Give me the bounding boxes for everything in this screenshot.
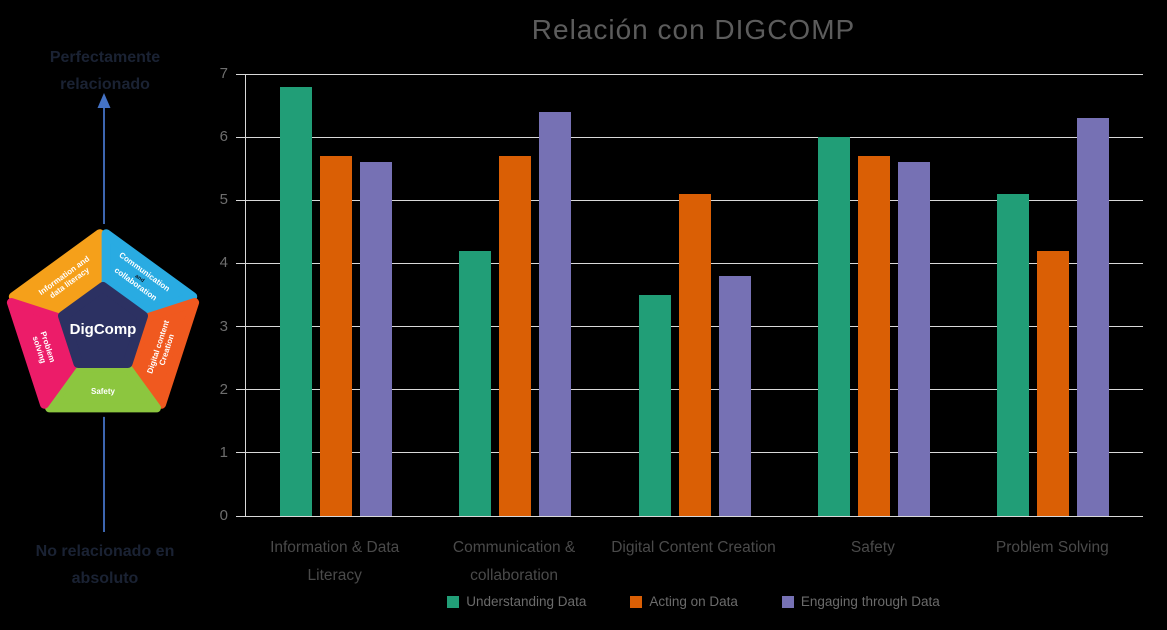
- gridline: [246, 73, 1143, 75]
- bar: [539, 111, 572, 516]
- y-axis-tick: [236, 515, 245, 517]
- x-axis-label: Problem Solving: [995, 539, 1109, 556]
- y-axis-tick-label: 6: [219, 128, 228, 146]
- y-axis-tick: [236, 73, 245, 75]
- pentagon-petal: [101, 229, 198, 317]
- legend: Understanding Data Acting on Data Engaging…: [245, 594, 1142, 609]
- y-axis: 0 1 2 3 4 5 6 7: [0, 65, 245, 524]
- bottom-scale-label: No relacionado en absoluto: [35, 543, 175, 587]
- pentagon-center: [58, 282, 148, 368]
- plot-area: [245, 73, 1143, 517]
- y-axis-tick-label: 1: [219, 443, 228, 461]
- y-axis-tick-label: 3: [219, 317, 228, 335]
- digcomp-pentagon: Information anddata literacy Communicatio…: [0, 224, 206, 417]
- top-scale-label: Perfectamente relacionado: [49, 49, 161, 93]
- legend-item: Engaging through Data: [781, 594, 940, 609]
- petal-label: Safety: [91, 387, 116, 396]
- bar: [857, 156, 890, 516]
- bar: [319, 156, 352, 516]
- y-axis-tick: [236, 452, 245, 454]
- pentagon-petal: [6, 298, 78, 409]
- arrow-head-icon: [97, 93, 111, 108]
- x-axis-label: Digital Content Creation: [611, 539, 776, 556]
- pentagon-petal: [128, 298, 200, 409]
- y-axis-tick: [236, 389, 245, 391]
- x-axis-label: Safety: [850, 539, 895, 556]
- gridline: [246, 136, 1143, 138]
- legend-swatch-icon: [630, 595, 643, 608]
- y-axis-tick-label: 7: [219, 65, 228, 82]
- y-axis-tick-label: 4: [219, 254, 228, 272]
- y-axis-tick-label: 5: [219, 191, 228, 209]
- digcomp-center-label: DigComp: [70, 321, 137, 338]
- bar: [279, 86, 312, 516]
- y-axis-tick: [236, 262, 245, 264]
- legend-label: Understanding Data: [466, 594, 587, 609]
- pentagon-petal: [8, 229, 105, 317]
- bar: [459, 250, 492, 516]
- bar: [359, 162, 392, 516]
- legend-item: Acting on Data: [630, 594, 738, 609]
- pentagon-petal: [45, 363, 161, 413]
- x-axis-label: Communication & collaboration: [452, 539, 576, 584]
- chart-title: Relación con DIGCOMP: [531, 14, 856, 45]
- y-axis-tick: [236, 136, 245, 138]
- legend-label: Acting on Data: [649, 594, 738, 609]
- bar: [638, 295, 671, 516]
- bar: [718, 276, 751, 516]
- bar: [678, 193, 711, 516]
- bar: [817, 137, 850, 516]
- legend-item: Understanding Data: [447, 594, 586, 609]
- legend-swatch-icon: [447, 595, 460, 608]
- bar: [499, 156, 532, 516]
- y-axis-tick: [236, 326, 245, 328]
- bar: [1077, 118, 1110, 516]
- bar: [997, 193, 1030, 516]
- y-axis-tick-label: 0: [219, 507, 228, 524]
- x-axis-label: Information & Data Literacy: [270, 539, 400, 584]
- bar: [897, 162, 930, 516]
- y-axis-tick-label: 2: [219, 380, 228, 398]
- legend-swatch-icon: [781, 595, 794, 608]
- legend-label: Engaging through Data: [800, 594, 940, 609]
- y-axis-tick: [236, 199, 245, 201]
- bar: [1037, 250, 1070, 516]
